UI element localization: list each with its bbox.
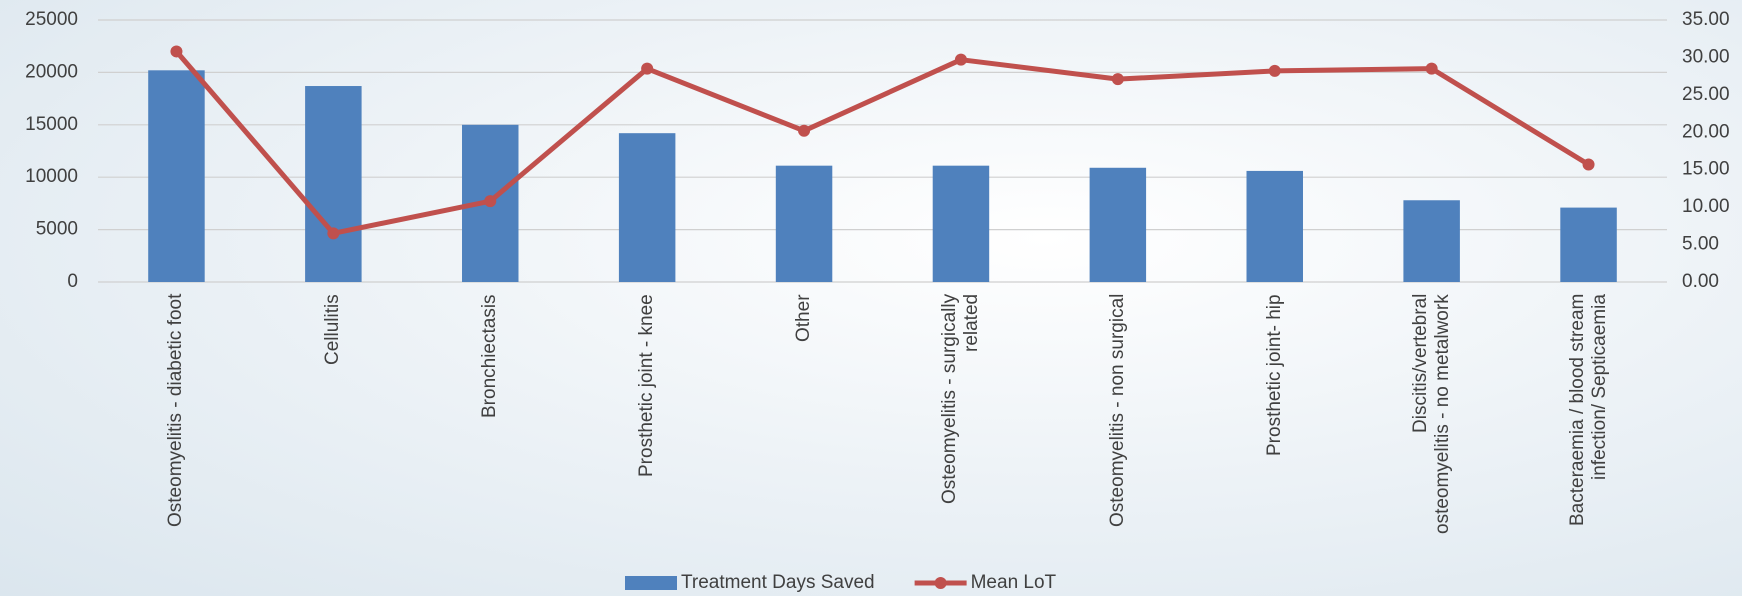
line-marker [954,53,967,66]
y2-tick-label: 20.00 [1682,121,1730,142]
legend-swatch [625,576,677,590]
bar [148,70,205,282]
line-marker [1111,73,1124,86]
bar [1089,167,1147,282]
legend-swatch [934,577,947,589]
y2-tick-label: 35.00 [1682,9,1730,30]
y2-tick-label: 0.00 [1682,271,1719,292]
y2-tick-label: 25.00 [1682,84,1730,105]
bar [932,165,990,282]
legend-label: Mean LoT [971,572,1057,593]
line-marker [327,227,340,240]
line [174,49,1590,236]
y2-tick-label: 15.00 [1682,159,1730,180]
y-tick-label: 15000 [25,114,78,135]
x-tick-label: Cellulitis [322,294,344,365]
y-tick-label: 25000 [25,9,78,30]
x-tick-label: Other [793,294,815,342]
y2-tick-label: 10.00 [1682,196,1730,217]
bar [305,86,362,282]
x-tick-label: Bronchiectasis [479,294,501,418]
bar [1560,207,1617,282]
y2-tick-label: 30.00 [1682,46,1730,67]
line-marker [484,195,497,208]
y-tick-label: 10000 [25,166,78,187]
x-tick-label: Osteomyelitis - diabetic foot [165,294,187,528]
x-tick-label: Prosthetic joint - knee [636,294,658,477]
line-marker [1582,158,1595,171]
y-tick-label: 0 [67,271,78,292]
x-tick-label: Discitis/vertebral osteomyelitis - no me… [1409,294,1453,534]
line-marker [798,124,811,137]
bar [1246,170,1303,282]
bar [1403,200,1460,282]
line-marker [1268,64,1281,77]
bar [618,133,676,282]
x-tick-label: Bacteraemia / blood stream infection/ Se… [1566,294,1610,527]
x-tick-label: Osteomyelitis - non surgical [1106,294,1128,528]
line-marker [1425,62,1438,75]
x-tick-label: Osteomyelitis - surgically related [938,294,982,505]
y-tick-label: 20000 [25,61,78,82]
line-marker [641,62,654,75]
bar [775,165,833,282]
y2-tick-label: 5.00 [1682,234,1719,255]
y-tick-label: 5000 [36,219,78,240]
line-marker [170,45,183,58]
legend-label: Treatment Days Saved [681,572,875,593]
x-tick-label: Prosthetic joint- hip [1263,294,1285,456]
